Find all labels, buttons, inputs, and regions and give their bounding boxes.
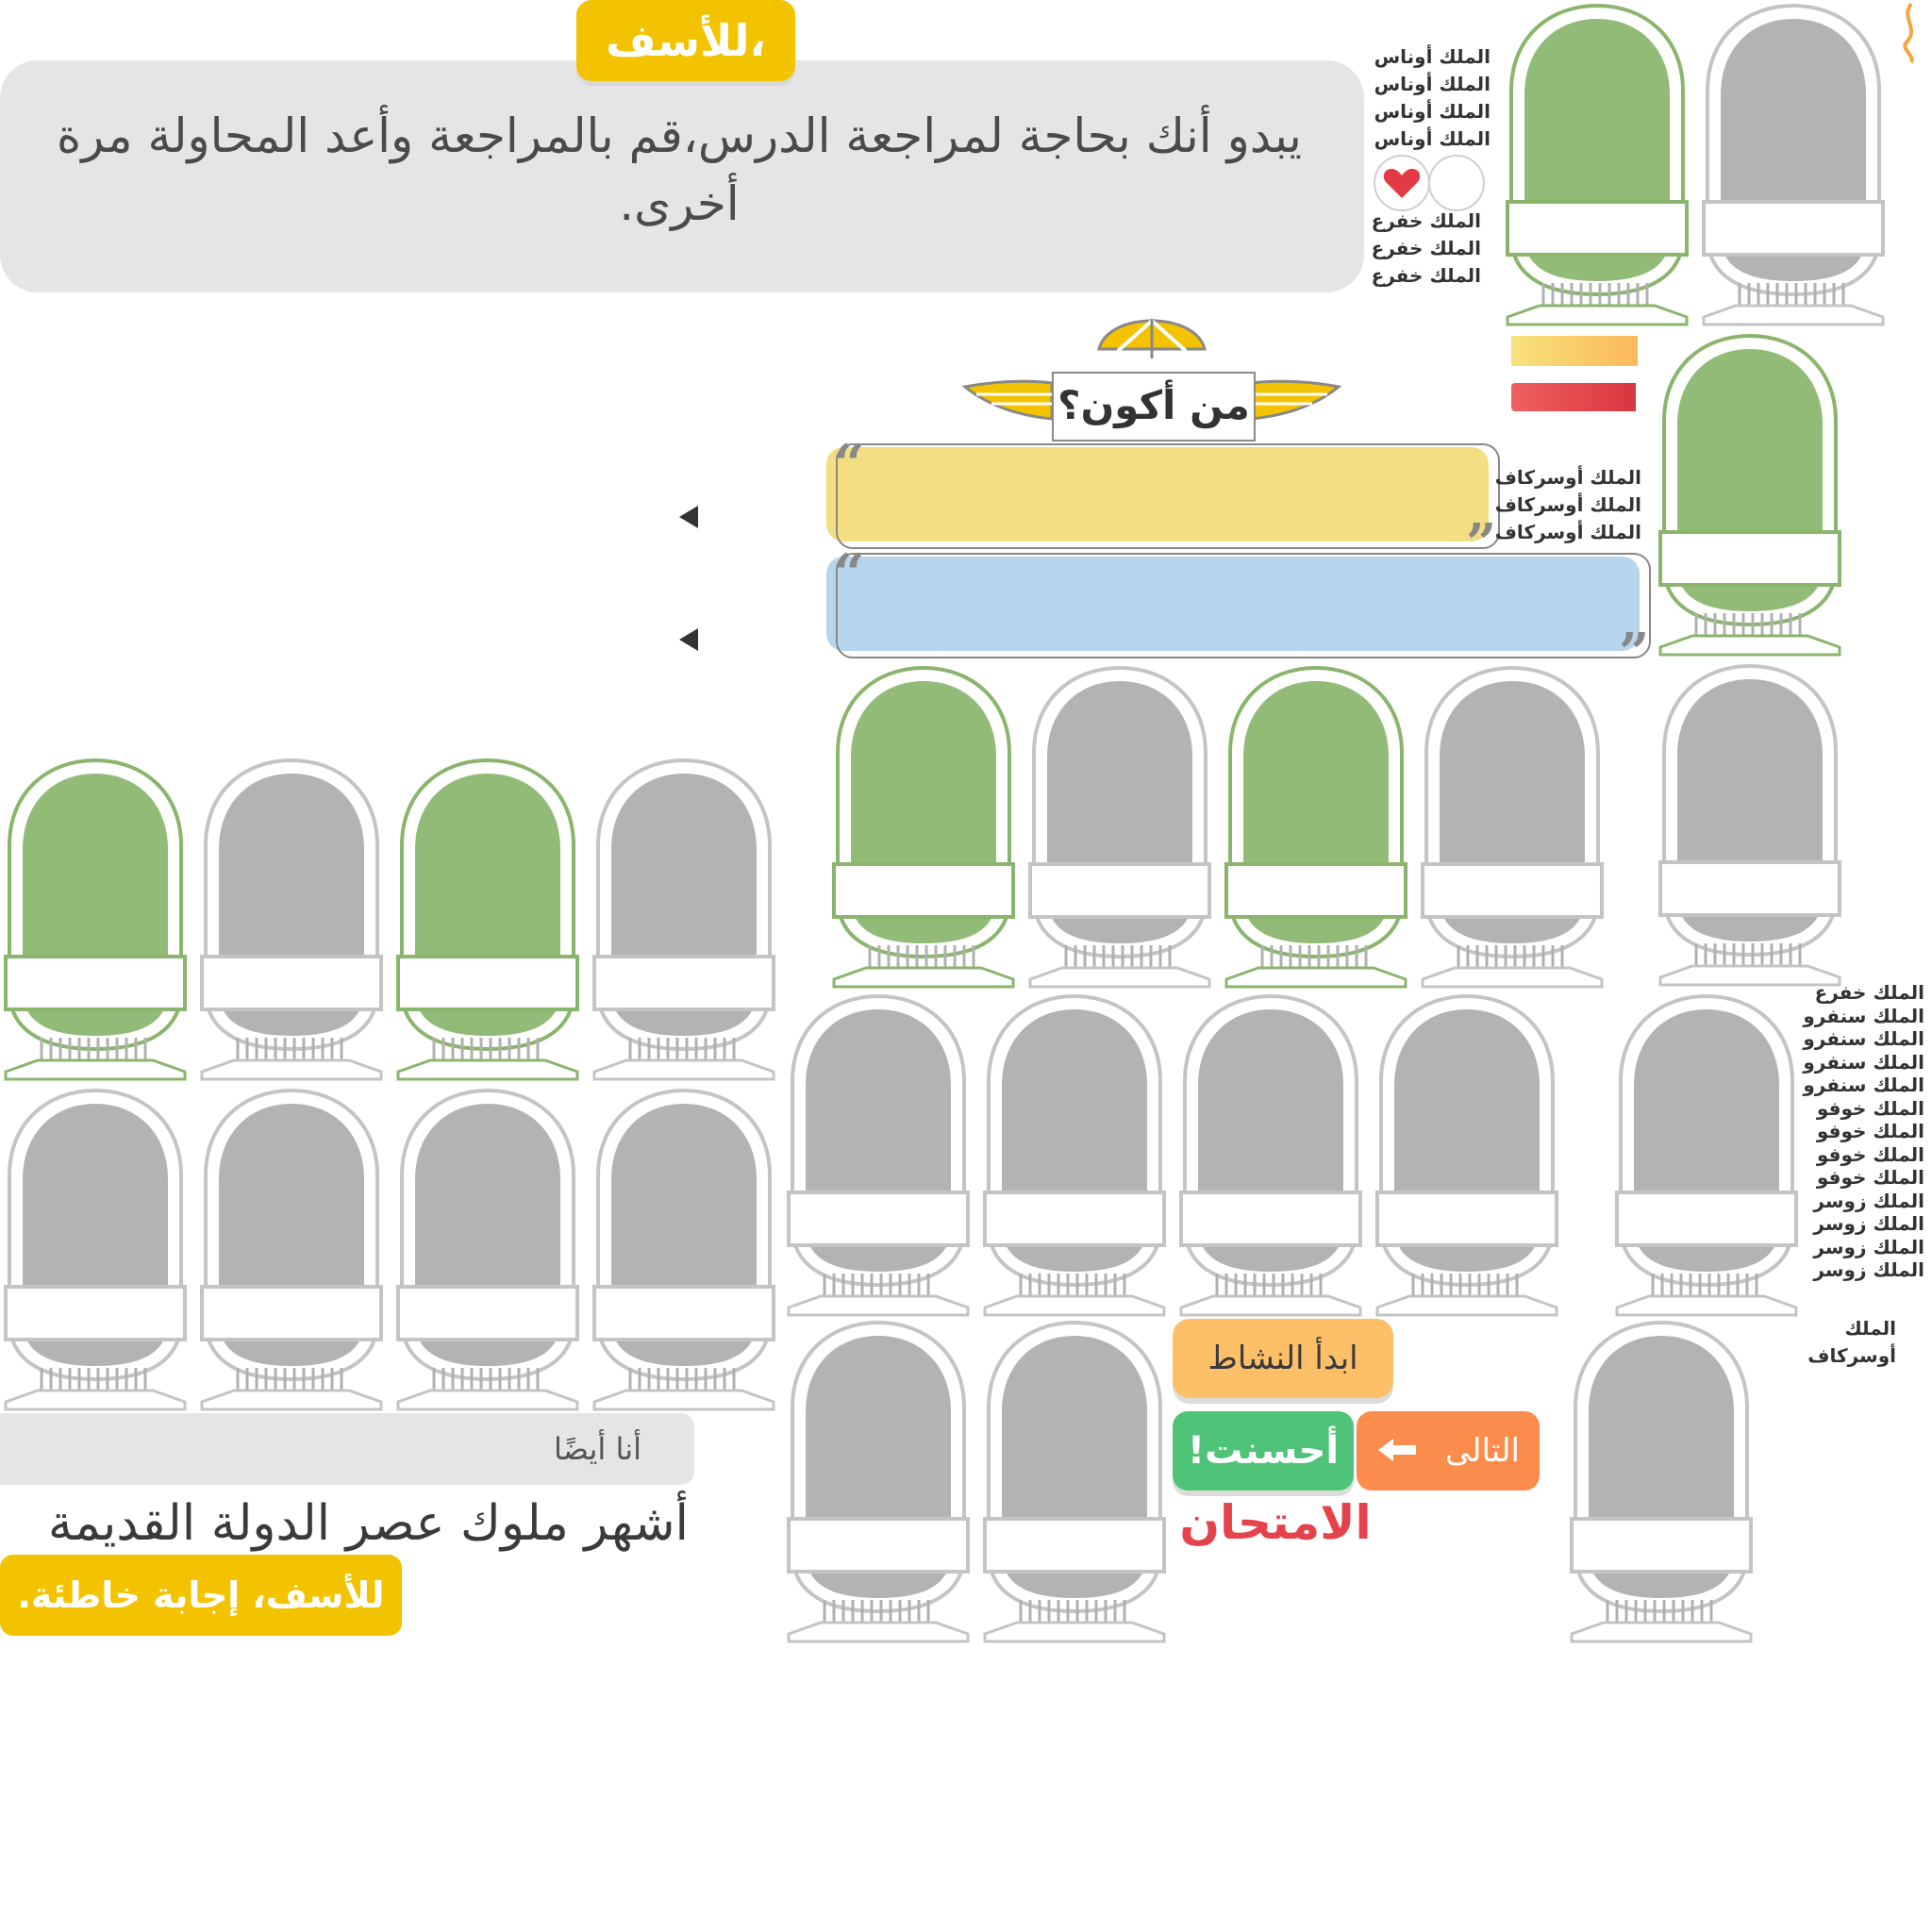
open-quote-icon: “: [834, 433, 865, 495]
cartouche-tile[interactable]: [196, 755, 387, 1081]
open-quote-icon: “: [834, 542, 865, 605]
answer-option-1-frame: [836, 443, 1500, 549]
empty-heart-slot: [1428, 155, 1485, 211]
cartouche-tile[interactable]: [1417, 662, 1607, 989]
progress-bar-red: [1511, 383, 1636, 411]
start-activity-button[interactable]: ابدأ النشاط: [1173, 1319, 1393, 1398]
me-too-bar[interactable]: [0, 1413, 694, 1485]
cartouche-tile[interactable]: [1024, 662, 1215, 989]
cartouche-tile[interactable]: [1566, 1317, 1757, 1643]
wings-emblem-icon: [958, 292, 1346, 443]
next-button[interactable]: التالى: [1357, 1411, 1540, 1491]
corner-decoration-icon: [1892, 0, 1930, 66]
label-list-userkaf: الملك أوسركاف الملك أوسركاف الملك أوسركاف: [1494, 466, 1641, 543]
well-done-button[interactable]: أحسنت!: [1173, 1411, 1354, 1491]
cartouche-tile[interactable]: [1502, 0, 1692, 326]
wrong-answer-badge: للأسف، إجابة خاطئة.: [0, 1555, 402, 1636]
cartouche-tile[interactable]: [1221, 662, 1411, 989]
cartouche-tile[interactable]: [1372, 991, 1562, 1317]
cartouche-tile[interactable]: [1611, 991, 1802, 1317]
question-title: من أكون؟: [1052, 372, 1256, 441]
cartouche-tile[interactable]: [783, 991, 974, 1317]
cartouche-tile[interactable]: [1655, 660, 1845, 987]
answer-option-2-frame: [836, 553, 1651, 658]
heart-icon: [1374, 155, 1430, 211]
cartouche-tile[interactable]: [783, 1317, 974, 1643]
cartouche-tile[interactable]: [0, 1085, 191, 1411]
label-list-unas: الملك أوناس الملك أوناس الملك أوناس الملك أ…: [1374, 45, 1491, 150]
feedback-panel: [0, 60, 1364, 292]
section-heading: أشهر ملوك عصر الدولة القديمة: [47, 1495, 689, 1552]
answer-option-2[interactable]: [826, 557, 1640, 651]
cartouche-tile[interactable]: [589, 1085, 779, 1411]
label-list-khafra: الملك خفرع الملك خفرع الملك خفرع: [1371, 209, 1481, 287]
cartouche-tile[interactable]: [0, 755, 191, 1081]
cartouche-tile[interactable]: [392, 755, 583, 1081]
label-userkaf: الملك أوسركاف: [1807, 1317, 1896, 1367]
cartouche-tile[interactable]: [392, 1085, 583, 1411]
close-quote-icon: ”: [1619, 622, 1650, 684]
sorry-badge: للأسف،: [576, 0, 795, 81]
answer-option-1[interactable]: [826, 447, 1489, 541]
label-list-kings: الملك خفرع الملك سنفرو الملك سنفرو الملك س…: [1803, 981, 1924, 1281]
cartouche-tile[interactable]: [1175, 991, 1366, 1317]
me-too-label: أنا أيضًا: [553, 1431, 641, 1467]
cartouche-tile[interactable]: [979, 991, 1170, 1317]
cartouche-tile[interactable]: [1698, 0, 1889, 326]
progress-bar-yellow: [1511, 336, 1638, 366]
cartouche-tile[interactable]: [1655, 330, 1845, 657]
cartouche-tile[interactable]: [828, 662, 1019, 989]
audio-play-icon[interactable]: [679, 506, 698, 528]
cartouche-tile[interactable]: [979, 1317, 1170, 1643]
next-label: التالى: [1444, 1432, 1520, 1470]
feedback-message: يبدو أنك بحاجة لمراجعة الدرس،قم بالمراجع…: [57, 108, 1302, 231]
audio-play-icon[interactable]: [679, 628, 698, 651]
cartouche-tile[interactable]: [196, 1085, 387, 1411]
cartouche-tile[interactable]: [589, 755, 779, 1081]
arrow-left-icon: [1376, 1413, 1418, 1492]
exam-title: الامتحان: [1179, 1495, 1372, 1550]
